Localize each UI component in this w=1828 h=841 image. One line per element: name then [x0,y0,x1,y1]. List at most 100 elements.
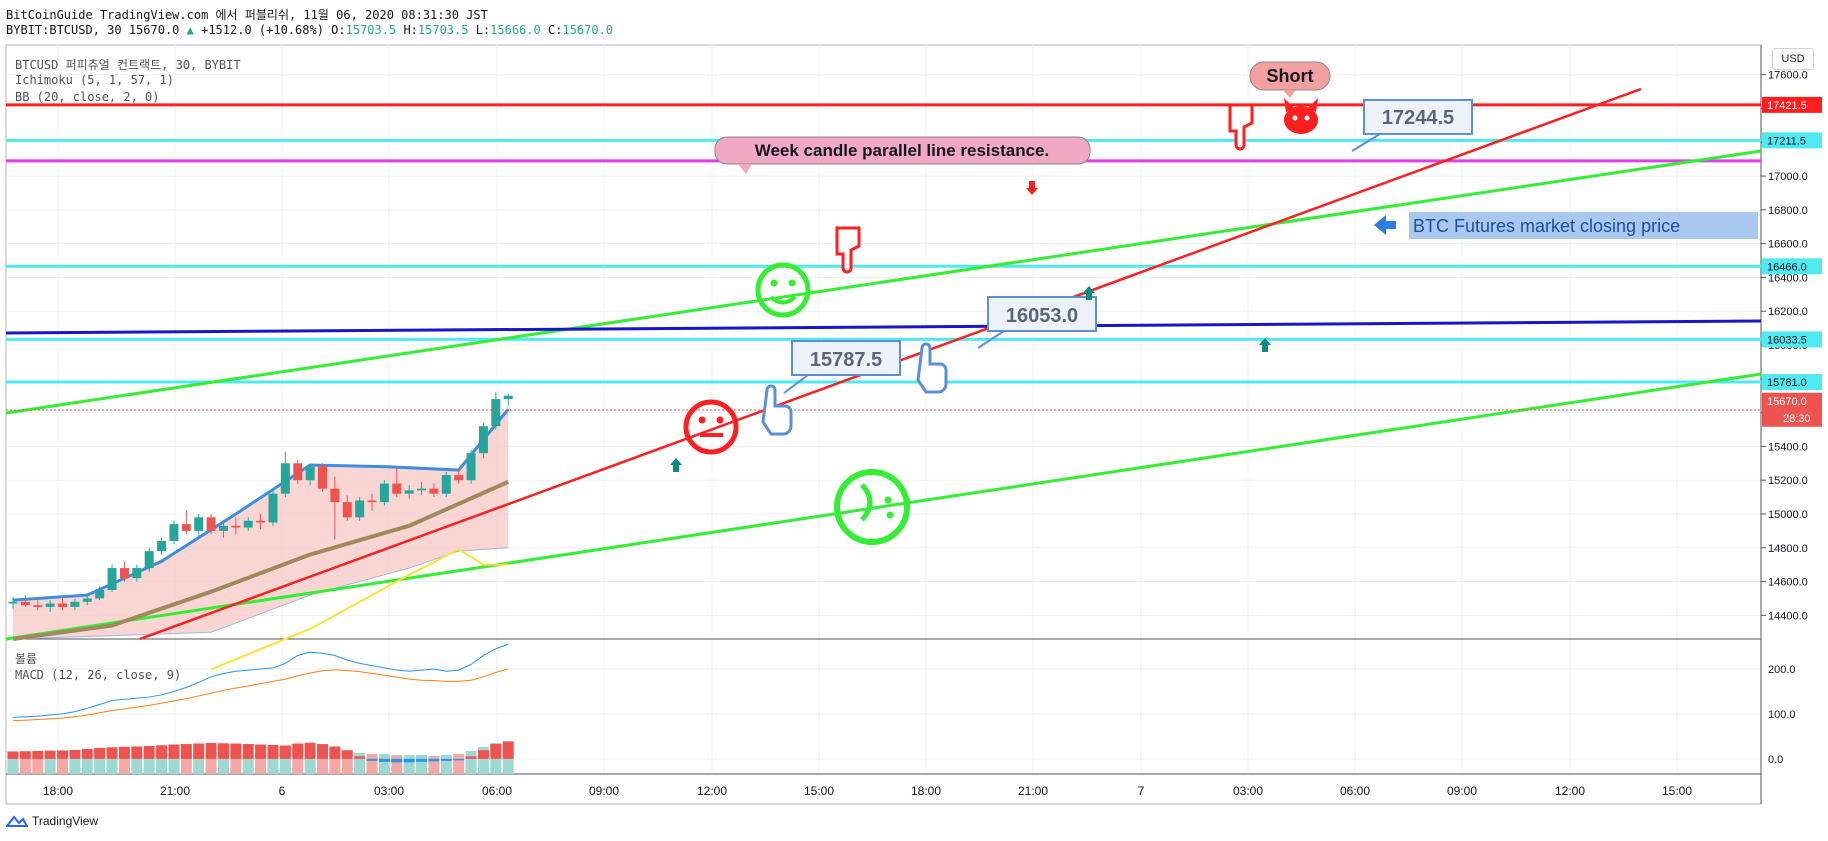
volume-bar [366,754,378,774]
time-tick-label: 15:00 [804,784,834,798]
price-tick-label: 16600.0 [1768,239,1808,251]
annotations: Short Week candle parallel line resistan… [670,61,1758,545]
chart-frame [5,44,1762,805]
macd-histogram-bar [19,751,31,759]
macd-legend[interactable]: MACD (12, 26, close, 9) [15,668,182,682]
volume-bar [477,747,489,774]
time-tick-label: 09:00 [589,784,619,798]
footer[interactable]: TradingView [6,814,98,828]
macd-histogram-bar [267,745,279,759]
candle-body [478,426,488,454]
smiley-icon [755,262,811,318]
volume-bar [7,756,19,774]
currency-button[interactable]: USD [1772,48,1814,70]
macd-histogram-bar [341,750,353,759]
countdown-label: 28:30 [1783,413,1811,425]
candle-body [268,493,278,523]
candle-body [58,603,68,607]
volume-bar [453,754,465,774]
price-tag [1762,374,1822,391]
price-tick-label: 15400.0 [1768,441,1808,453]
volume-bar [131,758,143,774]
volume-bar [44,758,56,774]
pointing-down-hand-icon [1228,103,1254,151]
macd-histogram-bar [255,744,267,759]
candle-body [256,520,266,523]
time-tick-label: 03:00 [1233,784,1263,798]
candle-body [243,520,253,528]
callout-15787: 15787.5 [783,340,901,394]
volume-bar [118,756,130,774]
macd-histogram-bar [242,744,254,759]
price-tag-label: 16466.0 [1767,261,1807,273]
macd-histogram-bar [81,748,93,759]
up-arrow-icon [670,458,682,472]
bb-legend[interactable]: BB (20, close, 2, 0) [15,90,160,104]
macd-histogram-bar [180,744,192,759]
price-tick-label: 15200.0 [1768,475,1808,487]
time-tick-label: 15:00 [1662,784,1692,798]
macd-histogram-bar [44,750,56,759]
macd-histogram-bar [94,747,106,759]
volume-bar [180,751,192,774]
volume-bar [94,756,106,774]
ichimoku-legend[interactable]: Ichimoku (5, 1, 57, 1) [15,73,174,87]
candle-body [429,488,439,494]
time-tick-label: 06:00 [482,784,512,798]
candle-body [503,395,513,400]
close-value: 15670.0 [562,23,613,37]
volume-bar [341,752,353,774]
price-tick-label: 16800.0 [1768,205,1808,217]
macd-histogram-bar [440,758,452,761]
price-tag-label: 17211.5 [1767,135,1806,147]
macd-histogram-bar [106,747,118,759]
macd-histogram-bar [317,744,328,759]
volume-bar [416,755,428,774]
time-tick-label: 21:00 [1018,784,1048,798]
time-tick-label: 03:00 [374,784,404,798]
macd-histogram-bar [7,751,19,759]
macd-histogram-bar [57,750,69,759]
week-candle-label: Week candle parallel line resistance. [755,141,1050,160]
pointing-hand-icon [916,342,948,394]
candle-body [417,488,427,491]
macd-histogram-bar [131,746,143,759]
candles [8,392,513,612]
time-tick-label: 18:00 [43,784,73,798]
chart-title: BTCUSD 퍼피츄얼 컨트랙트, 30, BYBIT [15,58,241,72]
time-tick-label: 21:00 [160,784,190,798]
volume-bar [168,754,180,774]
macd-histogram-bar [279,745,291,759]
macd-histogram-bar [416,758,428,762]
macd-pane [7,643,514,763]
callout-16053: 16053.0 [977,296,1097,349]
btc-futures-text: BTC Futures market closing price [1413,216,1680,236]
candle-body [157,541,167,552]
laughing-face-icon [834,469,910,545]
low-value: 15666.0 [490,23,541,37]
volume-bar [57,759,69,774]
ichimoku-lead-line [210,548,509,671]
candle-body [231,525,241,528]
volume-bar [403,755,415,774]
volume-bar [292,748,304,774]
price-tick-label: 14600.0 [1768,577,1808,589]
macd-histogram-bar [428,758,440,762]
candle-body [218,525,228,531]
candle-body [379,483,389,503]
macd-histogram-bar [118,746,130,759]
green-trendline-upper [5,149,1762,415]
volume-bar [267,752,279,774]
volume-legend[interactable]: 볼륨 [15,652,38,666]
candle-body [367,500,377,503]
candle-body [33,605,43,607]
macd-histogram-bar [329,746,341,759]
volume-bar [354,753,366,774]
macd-histogram-bar [403,758,415,763]
volume-bar [143,756,155,774]
signal-line [12,668,509,722]
macd-histogram-bar [477,750,489,759]
short-label: Short [1267,66,1314,86]
macd-histogram-bar [490,744,502,759]
